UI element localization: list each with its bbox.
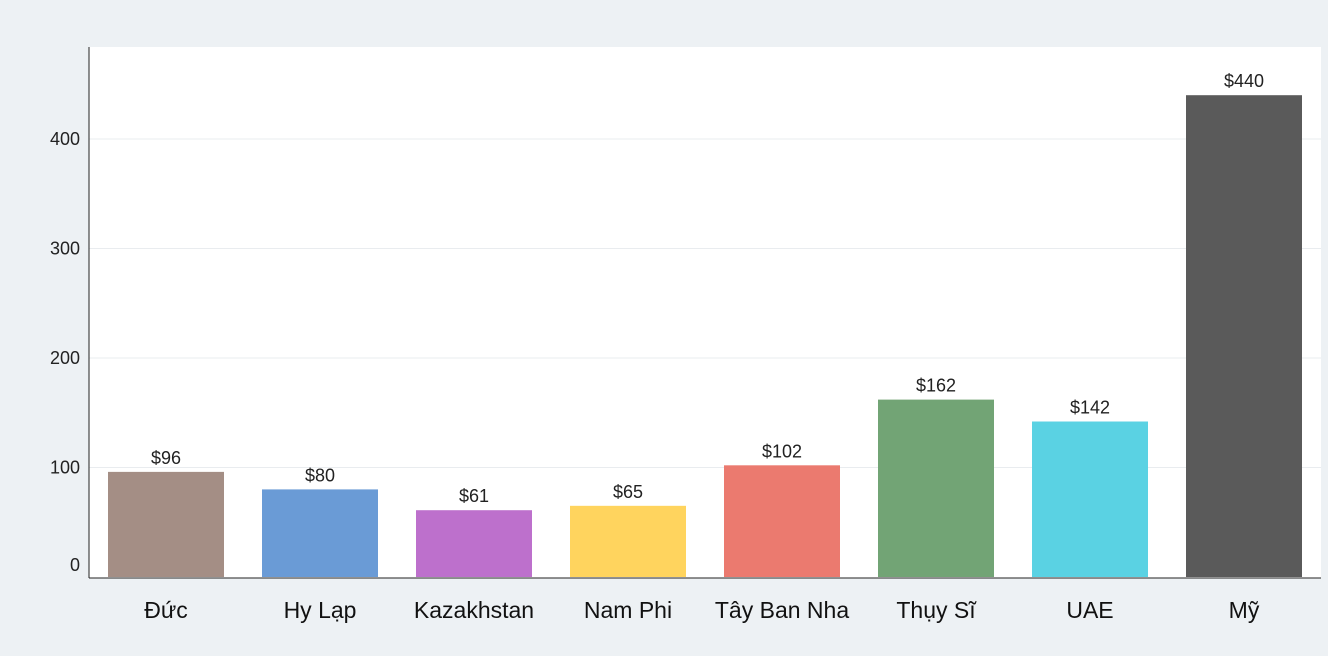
bar: [416, 510, 532, 577]
bar-value-label: $80: [305, 465, 335, 485]
y-tick-label: 100: [50, 458, 80, 478]
x-tick-label: Thụy Sĩ: [896, 597, 977, 623]
x-tick-label: Mỹ: [1229, 597, 1260, 623]
bar: [570, 505, 686, 577]
bar-value-label: $162: [916, 376, 956, 396]
x-tick-label: Kazakhstan: [414, 597, 534, 623]
bar-value-label: $440: [1224, 71, 1264, 91]
x-tick-label: Tây Ban Nha: [715, 597, 849, 623]
bar: [262, 489, 378, 577]
y-tick-label: 300: [50, 239, 80, 259]
x-tick-label: Đức: [144, 597, 188, 623]
y-tick-label: 200: [50, 348, 80, 368]
bar: [108, 471, 224, 577]
bar: [1032, 421, 1148, 577]
y-tick-label: 0: [70, 555, 80, 575]
bar: [878, 399, 994, 577]
y-axis-tick-labels: 0 100 200 300 400: [50, 129, 80, 575]
bars: [108, 95, 1302, 577]
bar-value-label: $96: [151, 448, 181, 468]
bar-value-label: $61: [459, 486, 489, 506]
bar-value-labels: $96 $80 $61 $65 $102 $162 $142 $440: [151, 71, 1264, 506]
x-tick-label: UAE: [1066, 597, 1113, 623]
x-tick-label: Hy Lạp: [284, 597, 357, 623]
x-axis-tick-labels: Đức Hy Lạp Kazakhstan Nam Phi Tây Ban Nha Thụ…: [144, 597, 1260, 623]
x-tick-label: Nam Phi: [584, 597, 672, 623]
bar-value-label: $102: [762, 441, 802, 461]
bar-value-label: $65: [613, 482, 643, 502]
bar: [1186, 95, 1302, 577]
bar-value-label: $142: [1070, 398, 1110, 418]
y-tick-label: 400: [50, 129, 80, 149]
bar: [724, 465, 840, 577]
